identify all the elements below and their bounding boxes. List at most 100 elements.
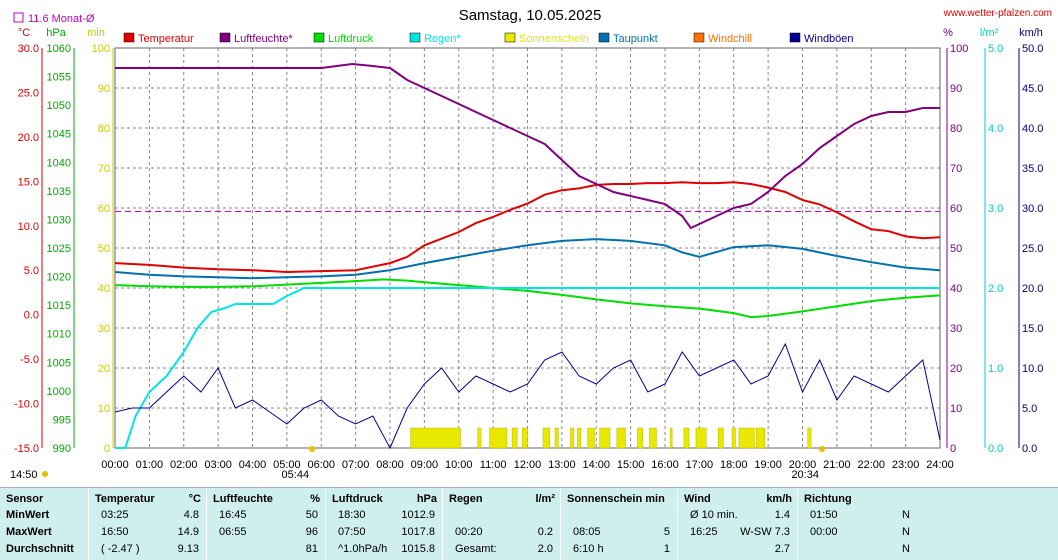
x-tick-label: 13:00 [548, 459, 576, 471]
current-time-marker [42, 471, 48, 477]
stats-header: Wind [684, 493, 711, 505]
sunshine-bar [577, 427, 582, 449]
legend-label: Luftfeuchte* [234, 33, 293, 45]
x-tick-label: 03:00 [204, 459, 232, 471]
stats-cell-label: Durchschnitt [6, 543, 74, 555]
wind-tick-label: 50.0 [1022, 43, 1043, 55]
sunshine-bar [807, 427, 812, 449]
sunshine-bar [410, 427, 461, 449]
stats-cell-label: 06:55 [219, 526, 247, 538]
legend-swatch [219, 32, 231, 43]
rain-tick-label: 0.0 [988, 443, 1003, 455]
svg-text:11.6 Monat-Ø: 11.6 Monat-Ø [28, 13, 95, 25]
stats-cell-label: 6:10 h [573, 543, 604, 555]
stats-column: Sensor MinWert MaxWert Durchschnitt [0, 488, 88, 560]
stats-cell-value: N [902, 543, 910, 555]
stats-cell-label: 00:00 [810, 526, 838, 538]
x-tick-label: 11:00 [480, 459, 507, 471]
temp-tick-label: 15.0 [18, 176, 39, 188]
x-tick-label: 22:00 [857, 459, 885, 471]
stats-cell-value: 81 [305, 543, 318, 555]
wind-tick-label: 40.0 [1022, 123, 1043, 135]
stats-cell-label: 08:05 [573, 526, 601, 538]
stats-header: Richtung [804, 493, 852, 505]
x-tick-label: 04:00 [239, 459, 267, 471]
rain-unit-label: l/m² [980, 27, 999, 39]
stats-cell-value: 1 [663, 543, 670, 555]
humidity-tick-label: 70 [950, 163, 962, 175]
sunshine-bar [616, 427, 626, 449]
stats-column: Luftfeuchte% 16:45 50 06:55 96 81 [206, 488, 326, 560]
wind-tick-label: 35.0 [1022, 163, 1043, 175]
legend-label: Windchill [708, 33, 752, 45]
sunshine-bar [637, 427, 643, 449]
pressure-tick-label: 990 [53, 443, 71, 455]
stats-cell-label: 16:25 [690, 526, 718, 538]
monthly-avg-label: 11.6 Monat-Ø [13, 12, 95, 25]
pressure-tick-label: 1010 [47, 329, 71, 341]
sunshine-bar [587, 427, 595, 449]
stats-cell-label: 00:20 [455, 526, 483, 538]
stats-cell-label: ( -2.47 ) [101, 543, 140, 555]
stats-cell-value: 1.4 [774, 509, 790, 521]
series-line-regen [115, 287, 940, 449]
sunshine-bar [542, 427, 551, 449]
sunshine-bar [599, 427, 611, 449]
legend-swatch [504, 32, 516, 43]
legend-label: Sonnenschein [519, 33, 589, 45]
wind-tick-label: 15.0 [1022, 323, 1043, 335]
x-tick-label: 12:00 [514, 459, 542, 471]
x-tick-label: 16:00 [651, 459, 679, 471]
temp-tick-label: 0.0 [24, 310, 39, 322]
temp-tick-label: 5.0 [24, 265, 39, 277]
stats-unit: °C [188, 493, 201, 505]
min-tick-label: 80 [98, 123, 110, 135]
x-tick-label: 17:00 [686, 459, 714, 471]
stats-cell-label: 03:25 [101, 509, 129, 521]
stats-cell-label: Ø 10 min. [690, 509, 738, 521]
stats-cell-value: 9.13 [177, 543, 199, 555]
x-tick-label: 00:00 [101, 459, 129, 471]
stats-cell-value: 2.7 [774, 543, 790, 555]
pressure-tick-label: 995 [53, 414, 71, 426]
sunshine-bar [489, 427, 508, 449]
current-time-label: 14:50 [10, 469, 38, 481]
sunrise-marker [309, 446, 316, 452]
series-line-temperatur [114, 181, 941, 274]
legend-swatch [789, 32, 801, 43]
stats-cell-label: 01:50 [810, 509, 838, 521]
stats-column: Regen l/m² 00:20 0.2 Gesamt: 2.0 [442, 488, 561, 560]
min-tick-label: 70 [98, 163, 110, 175]
pressure-tick-label: 1020 [47, 272, 71, 284]
sunshine-bar [683, 427, 690, 449]
sunshine-bar [731, 427, 736, 449]
wind-tick-label: 30.0 [1022, 203, 1043, 215]
humidity-tick-label: 50 [950, 243, 962, 255]
x-tick-label: 07:00 [342, 459, 370, 471]
legend-label: Taupunkt [613, 33, 658, 45]
stats-cell-value: 96 [305, 526, 318, 538]
min-tick-label: 40 [98, 283, 110, 295]
pressure-tick-label: 1045 [47, 129, 71, 141]
x-tick-label: 06:00 [307, 459, 335, 471]
x-tick-label: 21:00 [823, 459, 851, 471]
sunshine-bar [649, 427, 657, 449]
humidity-tick-label: 10 [950, 403, 962, 415]
stats-header: Temperatur [95, 493, 155, 505]
humidity-unit-label: % [943, 27, 953, 39]
stats-cell-label: MaxWert [6, 526, 52, 538]
stats-cell-label: ^1.0hPa/h [338, 543, 388, 555]
legend-swatch [693, 32, 705, 43]
wind-tick-label: 45.0 [1022, 83, 1043, 95]
series-line-luftfeuchte [115, 62, 940, 230]
sunshine-bar [718, 427, 724, 449]
legend-label: Luftdruck [328, 33, 374, 45]
sunshine-bar [522, 427, 528, 449]
sunrise-label: 05:44 [282, 469, 310, 481]
site-label: www.wetter-pfalzen.com [943, 8, 1052, 19]
legend-swatch [313, 32, 325, 43]
stats-column: Luftdruck hPa 18:30 1012.9 07:50 1017.8 ^1.0hP… [325, 488, 443, 560]
rain-tick-label: 3.0 [988, 203, 1003, 215]
legend-label: Temperatur [138, 33, 194, 45]
stats-header: Sonnenschein min [567, 493, 665, 505]
